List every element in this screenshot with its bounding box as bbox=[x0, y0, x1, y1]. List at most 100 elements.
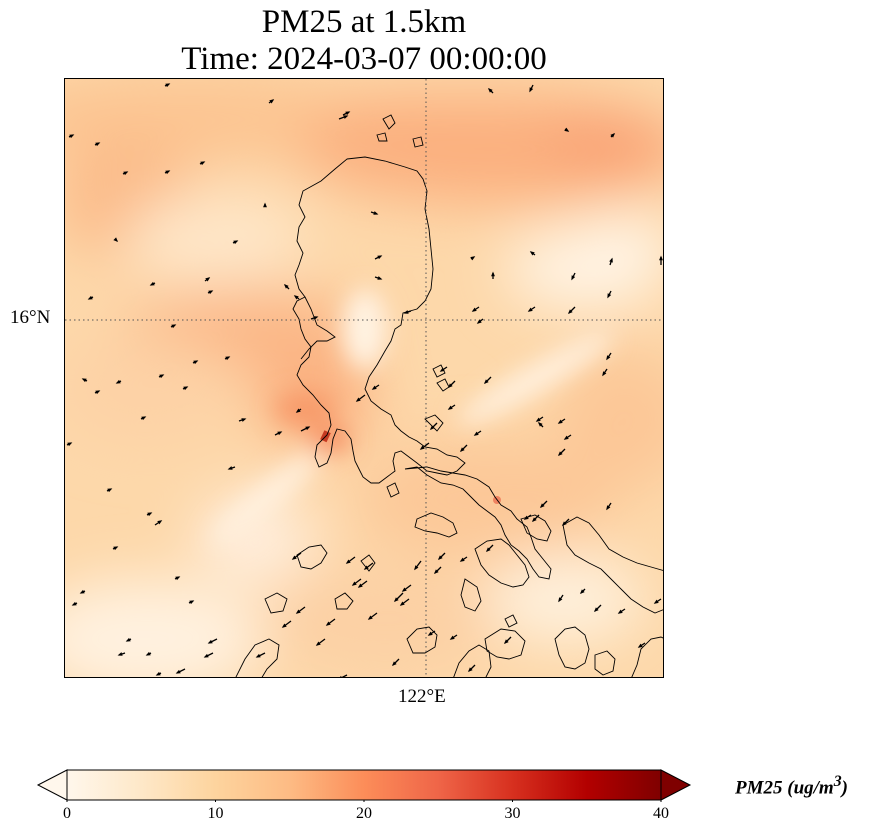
wind-arrow-head bbox=[579, 589, 585, 595]
wind-arrow-head bbox=[107, 488, 113, 493]
wind-arrow-head bbox=[659, 255, 663, 261]
map-subtitle-time: Time: 2024-03-07 00:00:00 bbox=[181, 41, 547, 77]
wind-arrow-head bbox=[459, 557, 465, 562]
wind-arrow-head bbox=[491, 271, 495, 277]
wind-arrow-head bbox=[343, 115, 349, 119]
wind-arrow-head bbox=[371, 385, 377, 390]
wind-arrow-head bbox=[123, 171, 129, 176]
colorbar-tick-label: 20 bbox=[356, 805, 372, 822]
wind-arrow-head bbox=[113, 237, 119, 243]
wind-arrow-head bbox=[485, 547, 491, 553]
wind-arrow-head bbox=[529, 251, 535, 256]
wind-arrow-head bbox=[313, 316, 319, 320]
wind-arrow-head bbox=[149, 281, 155, 286]
units-superscript: 3 bbox=[833, 773, 842, 790]
wind-arrow-head bbox=[225, 356, 231, 361]
wind-arrow-head bbox=[476, 319, 482, 324]
coastlines bbox=[235, 114, 663, 677]
wind-arrow-head bbox=[67, 442, 73, 447]
wind-arrow-head bbox=[531, 517, 537, 523]
wind-arrow-head bbox=[606, 505, 611, 511]
wind-arrow-head bbox=[141, 416, 147, 421]
wind-arrow-head bbox=[523, 515, 529, 520]
wind-arrow-head bbox=[233, 240, 239, 245]
wind-arrow-head bbox=[345, 111, 351, 116]
wind-arrow-head bbox=[157, 520, 163, 525]
latitude-label: 16°N bbox=[10, 307, 51, 328]
wind-arrow-head bbox=[527, 307, 533, 312]
wind-arrow-head bbox=[263, 202, 267, 208]
gridlines bbox=[65, 79, 663, 677]
wind-arrow-head bbox=[87, 295, 93, 300]
wind-arrow-head bbox=[473, 431, 479, 436]
wind-arrow-head bbox=[487, 87, 493, 93]
wind-arrow-head bbox=[255, 653, 261, 658]
wind-arrow-head bbox=[159, 374, 165, 379]
wind-arrow-head bbox=[71, 601, 77, 606]
wind-arrow-head bbox=[449, 635, 455, 640]
colorbar-gradient bbox=[66, 769, 662, 801]
wind-arrow-head bbox=[241, 418, 247, 422]
wind-arrow-head bbox=[283, 283, 289, 289]
wind-arrow-head bbox=[419, 445, 425, 450]
wind-arrow-head bbox=[557, 419, 563, 424]
colorbar-extend-min bbox=[36, 769, 68, 801]
wind-arrow-head bbox=[470, 256, 476, 261]
wind-arrow-head bbox=[175, 669, 181, 674]
wind-arrow-head bbox=[367, 615, 373, 620]
wind-arrow-head bbox=[377, 255, 383, 260]
units-prefix: PM25 (ug/m bbox=[735, 777, 834, 799]
map-svg bbox=[65, 79, 663, 677]
colorbar bbox=[36, 769, 692, 802]
wind-arrow-head bbox=[79, 589, 85, 594]
wind-arrow-head bbox=[171, 324, 177, 329]
wind-arrow-head bbox=[357, 583, 363, 588]
wind-arrow-head bbox=[467, 667, 473, 673]
wind-arrow-head bbox=[459, 447, 465, 453]
wind-arrow-head bbox=[147, 512, 153, 517]
wind-arrow bbox=[341, 674, 348, 677]
wind-arrow-head bbox=[155, 671, 161, 676]
wind-arrow-head bbox=[558, 597, 563, 603]
wind-arrow-head bbox=[557, 451, 563, 457]
wind-arrow-head bbox=[295, 408, 301, 413]
units-suffix: ) bbox=[841, 777, 848, 799]
wind-arrow-head bbox=[193, 360, 199, 365]
wind-arrow-head bbox=[503, 639, 509, 645]
wind-arrow-head bbox=[606, 355, 611, 361]
wind-arrow-head bbox=[401, 587, 407, 592]
wind-arrow-head bbox=[281, 623, 287, 628]
wind-arrow-head bbox=[125, 637, 131, 642]
wind-arrow-head bbox=[113, 546, 119, 551]
wind-arrow-head bbox=[305, 426, 311, 431]
wind-arrow-head bbox=[391, 661, 397, 667]
wind-arrow-head bbox=[207, 639, 213, 644]
wind-arrow-head bbox=[355, 397, 361, 402]
wind-arrow-head bbox=[351, 581, 357, 586]
wind-arrow-head bbox=[561, 521, 567, 527]
wind-arrow-head bbox=[529, 87, 534, 93]
wind-arrow-head bbox=[81, 378, 87, 383]
wind-arrow-head bbox=[433, 569, 439, 575]
wind-arrow-head bbox=[165, 83, 171, 88]
map-title: PM25 at 1.5km bbox=[261, 4, 467, 40]
map-panel bbox=[64, 78, 664, 678]
wind-arrow-head bbox=[295, 609, 301, 614]
wind-arrow-head bbox=[269, 99, 275, 104]
wind-arrow-head bbox=[447, 383, 453, 389]
wind-arrow-head bbox=[610, 132, 616, 138]
wind-arrow-head bbox=[539, 503, 545, 509]
wind-arrow-head bbox=[429, 425, 435, 431]
wind-arrow-head bbox=[117, 652, 123, 656]
wind-arrow-head bbox=[208, 290, 214, 295]
wind-arrow-head bbox=[203, 653, 209, 658]
wind-arrow-head bbox=[471, 307, 477, 312]
wind-arrow-head bbox=[414, 565, 419, 571]
colorbar-extend-max bbox=[660, 769, 692, 801]
wind-arrow-head bbox=[95, 390, 101, 395]
wind-arrow-head bbox=[439, 367, 445, 372]
colorbar-tick-label: 10 bbox=[207, 805, 224, 822]
wind-arrow-head bbox=[564, 127, 570, 132]
wind-arrow-head bbox=[427, 631, 433, 636]
wind-arrow-head bbox=[607, 293, 612, 299]
